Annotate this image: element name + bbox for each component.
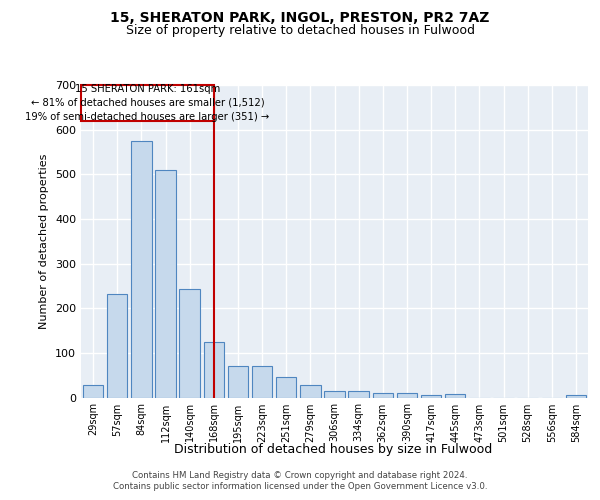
Bar bbox=[107, 294, 127, 398]
Bar bbox=[566, 396, 586, 398]
Bar bbox=[349, 391, 369, 398]
FancyBboxPatch shape bbox=[81, 85, 214, 120]
Bar bbox=[397, 393, 417, 398]
Bar bbox=[203, 342, 224, 398]
Text: Contains HM Land Registry data © Crown copyright and database right 2024.: Contains HM Land Registry data © Crown c… bbox=[132, 471, 468, 480]
Bar bbox=[421, 395, 442, 398]
Text: Distribution of detached houses by size in Fulwood: Distribution of detached houses by size … bbox=[174, 442, 492, 456]
Bar bbox=[324, 391, 345, 398]
Bar bbox=[252, 366, 272, 398]
Text: 15, SHERATON PARK, INGOL, PRESTON, PR2 7AZ: 15, SHERATON PARK, INGOL, PRESTON, PR2 7… bbox=[110, 11, 490, 25]
Bar bbox=[155, 170, 176, 398]
Bar bbox=[131, 141, 152, 398]
Text: Contains public sector information licensed under the Open Government Licence v3: Contains public sector information licen… bbox=[113, 482, 487, 491]
Text: 15 SHERATON PARK: 161sqm
← 81% of detached houses are smaller (1,512)
19% of sem: 15 SHERATON PARK: 161sqm ← 81% of detach… bbox=[25, 84, 269, 122]
Bar bbox=[227, 366, 248, 398]
Bar bbox=[179, 289, 200, 398]
Bar bbox=[83, 385, 103, 398]
Text: Size of property relative to detached houses in Fulwood: Size of property relative to detached ho… bbox=[125, 24, 475, 37]
Bar bbox=[445, 394, 466, 398]
Bar bbox=[276, 378, 296, 398]
Bar bbox=[300, 385, 320, 398]
Bar bbox=[373, 393, 393, 398]
Y-axis label: Number of detached properties: Number of detached properties bbox=[40, 154, 49, 329]
